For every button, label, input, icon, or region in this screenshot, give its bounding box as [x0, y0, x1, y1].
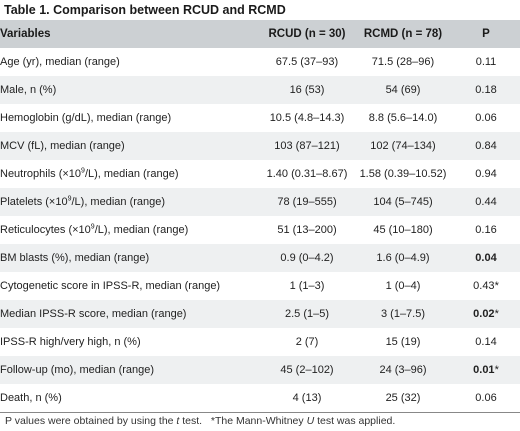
p-value: 0.11: [475, 56, 497, 68]
row-label: Platelets (×109/L), median (range): [0, 195, 166, 208]
table-row: Median IPSS-R score, median (range) 2.5 …: [0, 300, 520, 328]
p-value: 0.16: [475, 224, 497, 236]
rcud-value: 45 (2–102): [280, 364, 334, 376]
rcud-value: 0.9 (0–4.2): [280, 252, 334, 264]
comparison-table: Variables RCUD (n = 30) RCMD (n = 78) P …: [0, 20, 520, 413]
p-value: 0.84: [475, 140, 497, 152]
table-header-row: Variables RCUD (n = 30) RCMD (n = 78) P: [0, 20, 520, 48]
table-row: Platelets (×109/L), median (range) 78 (1…: [0, 188, 520, 216]
row-label: MCV (fL), median (range): [0, 140, 125, 152]
rcud-value: 16 (53): [289, 84, 325, 96]
rcud-value: 1.40 (0.31–8.67): [266, 168, 348, 180]
rcud-value: 78 (19–555): [277, 196, 337, 208]
p-value: 0.06: [475, 112, 497, 124]
rcmd-value: 45 (10–180): [373, 224, 433, 236]
table-footnote: P values were obtained by using the t te…: [5, 415, 396, 427]
table-row: Reticulocytes (×109/L), median (range) 5…: [0, 216, 520, 244]
rcmd-value: 24 (3–96): [379, 364, 427, 376]
header-rcud: RCUD (n = 30): [268, 28, 346, 40]
table-row: Male, n (%) 16 (53) 54 (69) 0.18: [0, 76, 520, 104]
table-title: Table 1. Comparison between RCUD and RCM…: [4, 3, 286, 17]
p-value: 0.44: [475, 196, 497, 208]
rcmd-value: 1.58 (0.39–10.52): [359, 168, 447, 180]
rcud-value: 2 (7): [295, 336, 319, 348]
table-row: IPSS-R high/very high, n (%) 2 (7) 15 (1…: [0, 328, 520, 356]
row-label: Cytogenetic score in IPSS-R, median (ran…: [0, 280, 221, 292]
p-value: 0.01*: [473, 364, 499, 376]
table-row: Death, n (%) 4 (13) 25 (32) 0.06: [0, 384, 520, 413]
rcmd-value: 102 (74–134): [370, 140, 436, 152]
row-label: Death, n (%): [0, 384, 260, 413]
header-rcmd: RCMD (n = 78): [363, 28, 443, 40]
rcmd-value: 8.8 (5.6–14.0): [368, 112, 438, 124]
row-label: IPSS-R high/very high, n (%): [0, 336, 141, 348]
row-label: BM blasts (%), median (range): [0, 252, 150, 264]
row-label: Median IPSS-R score, median (range): [0, 308, 187, 320]
table-row: Hemoglobin (g/dL), median (range) 10.5 (…: [0, 104, 520, 132]
rcmd-value: 1.6 (0–4.9): [376, 252, 430, 264]
row-label: Reticulocytes (×109/L), median (range): [0, 223, 189, 236]
rcud-value: 51 (13–200): [277, 224, 337, 236]
p-value: 0.02*: [473, 308, 499, 320]
p-value: 0.43*: [473, 280, 499, 292]
rcmd-value: 71.5 (28–96): [371, 56, 435, 68]
rcud-value: 4 (13): [260, 384, 354, 413]
table-row: Follow-up (mo), median (range) 45 (2–102…: [0, 356, 520, 384]
table-row: MCV (fL), median (range) 103 (87–121) 10…: [0, 132, 520, 160]
rcmd-value: 15 (19): [385, 336, 421, 348]
rcud-value: 2.5 (1–5): [284, 308, 330, 320]
row-label: Male, n (%): [0, 84, 57, 96]
header-variables: Variables: [0, 28, 51, 40]
rcmd-value: 3 (1–7.5): [380, 308, 426, 320]
row-label: Follow-up (mo), median (range): [0, 364, 155, 376]
rcmd-value: 1 (0–4): [385, 280, 421, 292]
p-value: 0.94: [475, 168, 497, 180]
p-value: 0.18: [475, 84, 497, 96]
p-value: 0.04: [475, 252, 497, 264]
table-row: Age (yr), median (range) 67.5 (37–93) 71…: [0, 48, 520, 76]
rcmd-value: 104 (5–745): [373, 196, 433, 208]
rcmd-value: 25 (32): [354, 384, 452, 413]
p-value: 0.14: [475, 336, 497, 348]
p-value: 0.06: [452, 384, 520, 413]
rcud-value: 1 (1–3): [289, 280, 325, 292]
rcmd-value: 54 (69): [385, 84, 421, 96]
table-row: Cytogenetic score in IPSS-R, median (ran…: [0, 272, 520, 300]
header-p: P: [482, 28, 490, 40]
row-label: Neutrophils (×109/L), median (range): [0, 167, 179, 180]
rcud-value: 103 (87–121): [274, 140, 340, 152]
row-label: Age (yr), median (range): [0, 56, 120, 68]
rcud-value: 67.5 (37–93): [275, 56, 339, 68]
rcud-value: 10.5 (4.8–14.3): [269, 112, 345, 124]
table-row: Neutrophils (×109/L), median (range) 1.4…: [0, 160, 520, 188]
table-row: BM blasts (%), median (range) 0.9 (0–4.2…: [0, 244, 520, 272]
row-label: Hemoglobin (g/dL), median (range): [0, 112, 172, 124]
